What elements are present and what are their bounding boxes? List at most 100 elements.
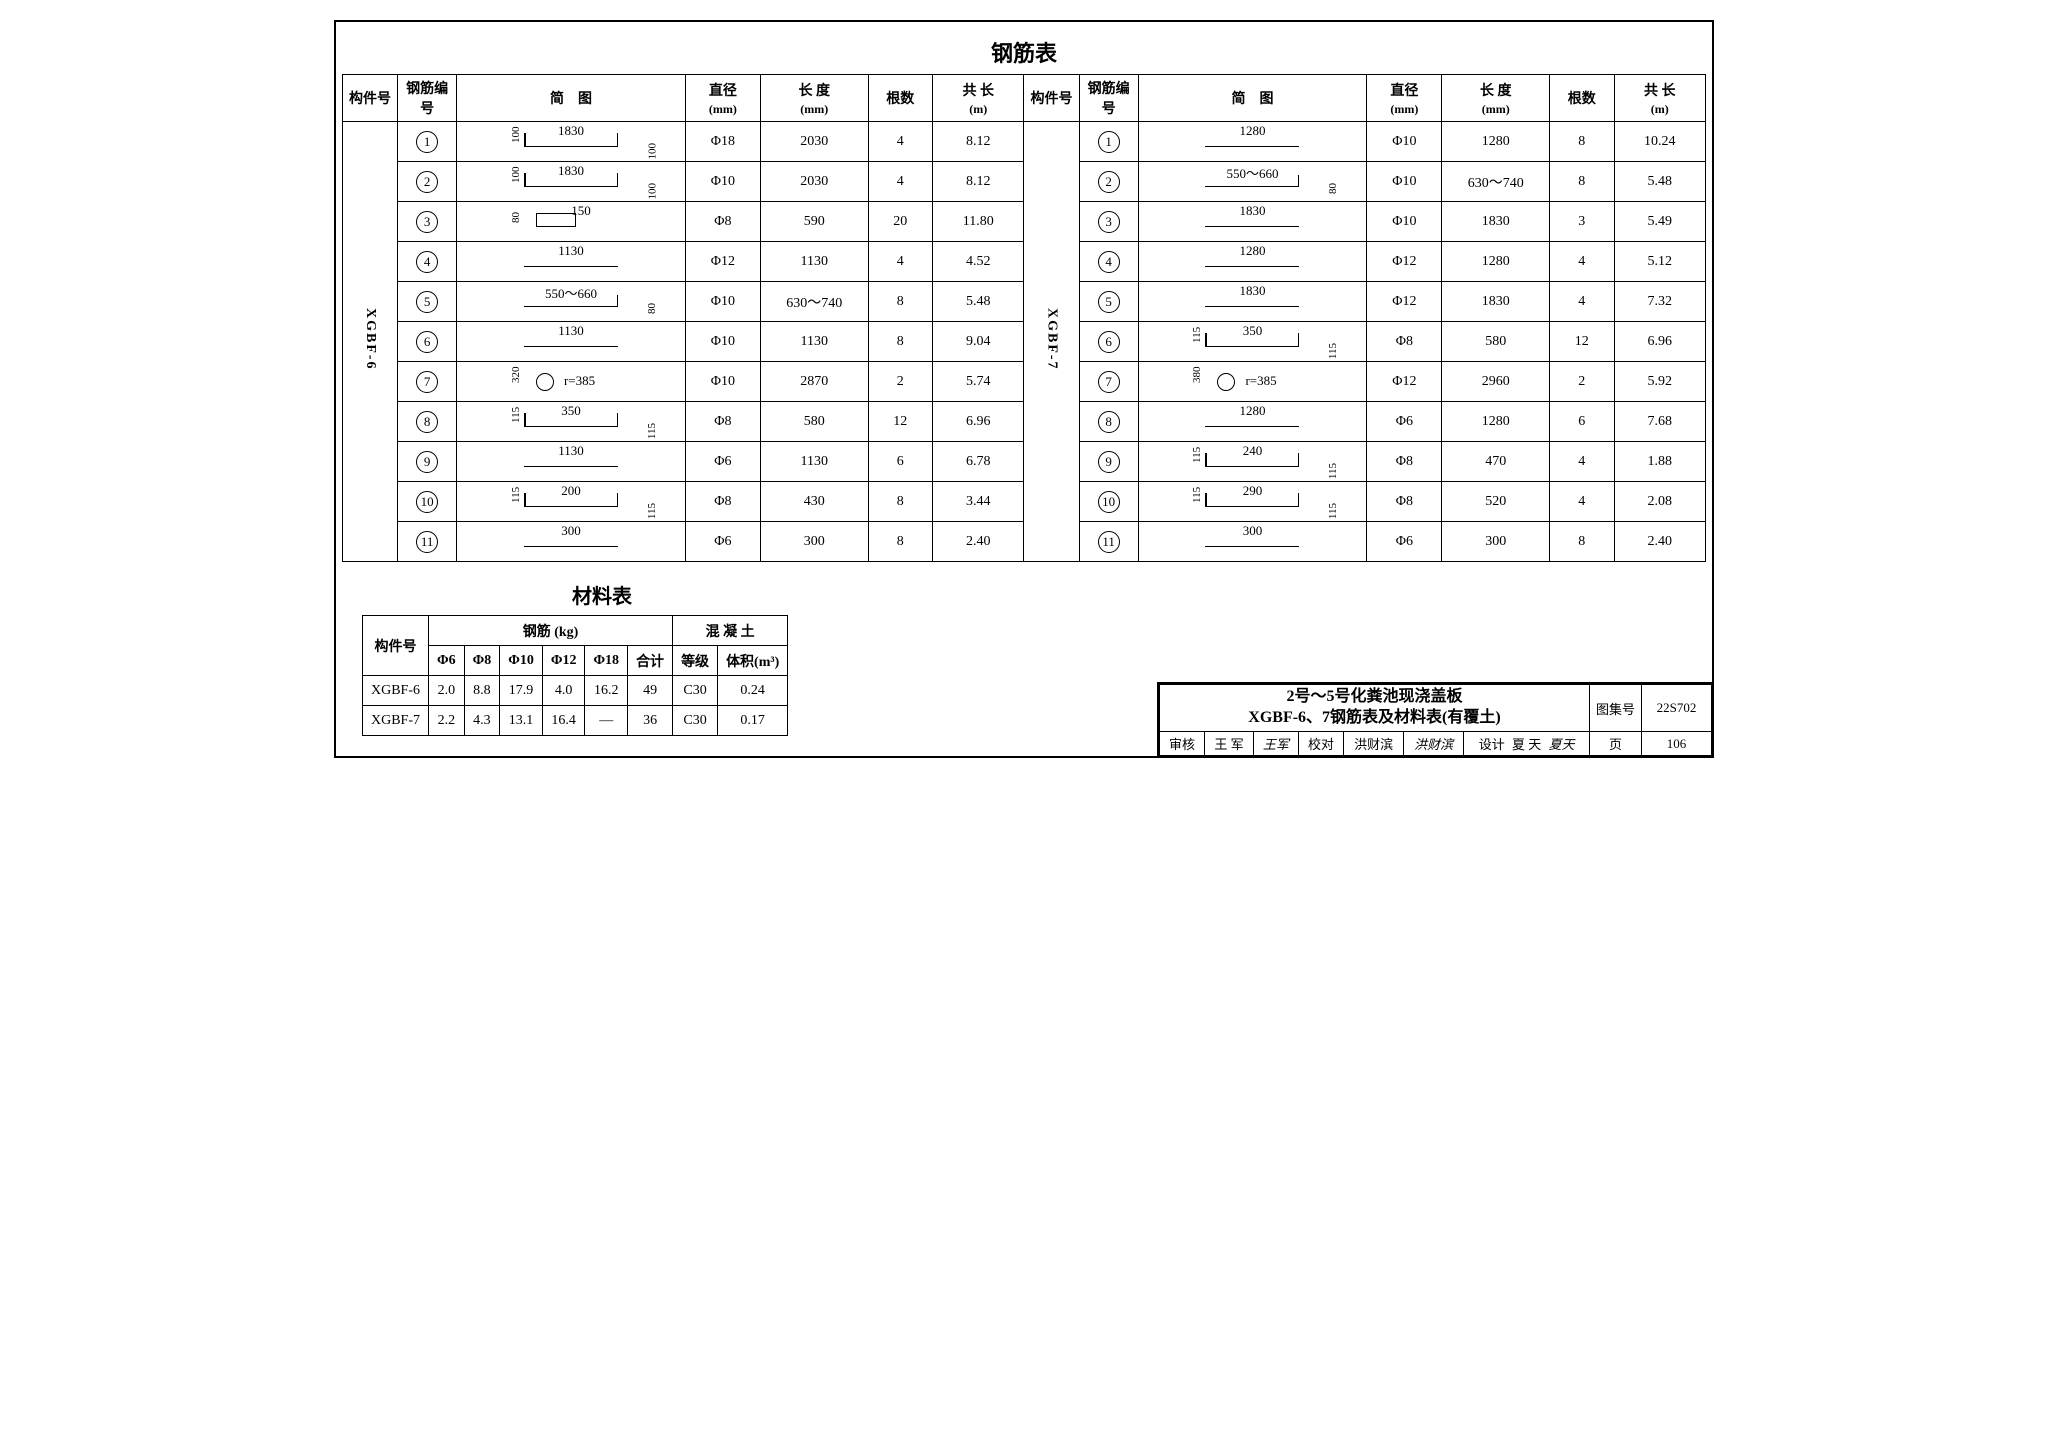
bar-count: 8 xyxy=(868,482,933,522)
title-block: 2号～5号化粪池现浇盖板 XGBF-6、7钢筋表及材料表(有覆土) 图集号 22… xyxy=(1157,682,1714,758)
bar-count: 2 xyxy=(1550,362,1615,402)
bar-count: 20 xyxy=(868,202,933,242)
bar-total: 5.49 xyxy=(1614,202,1705,242)
bar-diagram: 1280 xyxy=(1138,122,1367,162)
drawing-sheet: 钢筋表 构件号 钢筋编号 简 图 直径(mm) 长 度(mm) 根数 共 长(m… xyxy=(334,20,1714,758)
material-table-title: 材料表 xyxy=(362,580,842,609)
bar-diagram: 550～660 80 xyxy=(1138,162,1367,202)
component-id-right: XGBF-7 xyxy=(1044,308,1060,371)
drawing-title-2: XGBF-6、7钢筋表及材料表(有覆土) xyxy=(1166,708,1583,729)
bar-length: 430 xyxy=(761,482,869,522)
bar-length: 630～740 xyxy=(1442,162,1550,202)
bar-no: 10 xyxy=(1098,491,1120,513)
bar-count: 12 xyxy=(1550,322,1615,362)
bar-length: 1130 xyxy=(761,442,869,482)
bar-total: 6.96 xyxy=(933,402,1024,442)
bar-no: 4 xyxy=(1098,251,1120,273)
bar-length: 630～740 xyxy=(761,282,869,322)
bar-diameter: Φ8 xyxy=(685,482,760,522)
mat-value: C30 xyxy=(673,676,718,706)
bar-diameter: Φ18 xyxy=(685,122,760,162)
hdr-total-r: 共 长(m) xyxy=(1614,75,1705,122)
bar-diagram: 115 350 115 xyxy=(457,402,686,442)
mat-value: 16.2 xyxy=(585,676,628,706)
bar-diagram: 100 1830 100 xyxy=(457,122,686,162)
bar-diameter: Φ8 xyxy=(1367,322,1442,362)
bar-no: 2 xyxy=(416,171,438,193)
mat-col-header: 合计 xyxy=(628,646,673,676)
bar-length: 2960 xyxy=(1442,362,1550,402)
bar-diameter: Φ8 xyxy=(685,402,760,442)
check-signature: 洪财滨 xyxy=(1404,732,1464,756)
mat-value: 16.4 xyxy=(542,706,585,736)
bar-no: 1 xyxy=(416,131,438,153)
bar-diagram: 115 240 115 xyxy=(1138,442,1367,482)
bar-no: 7 xyxy=(1098,371,1120,393)
bar-count: 4 xyxy=(868,242,933,282)
bar-diagram: 115 350 115 xyxy=(1138,322,1367,362)
bar-no: 8 xyxy=(1098,411,1120,433)
bar-diameter: Φ8 xyxy=(685,202,760,242)
mat-row: XGBF-72.24.313.116.4—36C300.17 xyxy=(363,706,788,736)
review-name: 王 军 xyxy=(1205,732,1254,756)
bar-count: 2 xyxy=(868,362,933,402)
mat-value: — xyxy=(585,706,628,736)
bar-total: 7.68 xyxy=(1614,402,1705,442)
mat-component-id: XGBF-6 xyxy=(363,676,429,706)
mat-value: 13.1 xyxy=(500,706,543,736)
design-signature: 夏天 xyxy=(1548,737,1574,752)
bar-length: 1830 xyxy=(1442,282,1550,322)
bar-diagram: 300 xyxy=(457,522,686,562)
header-row: 构件号 钢筋编号 简 图 直径(mm) 长 度(mm) 根数 共 长(m) 构件… xyxy=(343,75,1706,122)
bar-count: 4 xyxy=(1550,482,1615,522)
design-label: 设计 xyxy=(1479,737,1505,752)
material-table: 构件号 钢筋 (kg) 混 凝 土 Φ6Φ8Φ10Φ12Φ18合计等级体积(m³… xyxy=(362,615,788,736)
bar-diameter: Φ10 xyxy=(685,162,760,202)
mat-value: C30 xyxy=(673,706,718,736)
mat-component-id: XGBF-7 xyxy=(363,706,429,736)
bar-no: 9 xyxy=(1098,451,1120,473)
bar-total: 5.48 xyxy=(1614,162,1705,202)
design-name: 夏 天 xyxy=(1512,737,1541,752)
bar-diagram: 115 200 115 xyxy=(457,482,686,522)
bar-length: 1130 xyxy=(761,242,869,282)
bar-diameter: Φ10 xyxy=(1367,162,1442,202)
bar-diameter: Φ6 xyxy=(1367,522,1442,562)
bar-diagram: 380 r=385 xyxy=(1138,362,1367,402)
hdr-length-r: 长 度(mm) xyxy=(1442,75,1550,122)
mat-value: 2.0 xyxy=(429,676,465,706)
bar-diagram: 1280 xyxy=(1138,402,1367,442)
bar-diameter: Φ12 xyxy=(1367,362,1442,402)
hdr-component-r: 构件号 xyxy=(1024,75,1079,122)
bar-total: 11.80 xyxy=(933,202,1024,242)
bar-length: 2030 xyxy=(761,162,869,202)
check-label: 校对 xyxy=(1298,732,1343,756)
bar-diagram: 1830 xyxy=(1138,202,1367,242)
rebar-table-title: 钢筋表 xyxy=(342,36,1706,68)
atlas-no: 22S702 xyxy=(1642,685,1712,732)
atlas-label: 图集号 xyxy=(1589,685,1641,732)
bar-length: 1830 xyxy=(1442,202,1550,242)
bar-diagram: 1130 xyxy=(457,242,686,282)
bar-length: 580 xyxy=(1442,322,1550,362)
bar-count: 4 xyxy=(868,122,933,162)
bar-count: 6 xyxy=(868,442,933,482)
bar-length: 1130 xyxy=(761,322,869,362)
bar-total: 5.48 xyxy=(933,282,1024,322)
hdr-diameter: 直径(mm) xyxy=(685,75,760,122)
mat-value: 0.24 xyxy=(718,676,788,706)
bar-diameter: Φ8 xyxy=(1367,442,1442,482)
bar-diagram: 300 xyxy=(1138,522,1367,562)
bar-total: 1.88 xyxy=(1614,442,1705,482)
mat-value: 2.2 xyxy=(429,706,465,736)
bar-diameter: Φ6 xyxy=(685,522,760,562)
bar-diameter: Φ10 xyxy=(1367,202,1442,242)
bar-diagram: 115 290 115 xyxy=(1138,482,1367,522)
bar-no: 2 xyxy=(1098,171,1120,193)
hdr-count-r: 根数 xyxy=(1550,75,1615,122)
review-label: 审核 xyxy=(1159,732,1204,756)
mat-col-header: 等级 xyxy=(673,646,718,676)
bar-length: 520 xyxy=(1442,482,1550,522)
bar-no: 9 xyxy=(416,451,438,473)
bar-diagram: 1130 xyxy=(457,322,686,362)
